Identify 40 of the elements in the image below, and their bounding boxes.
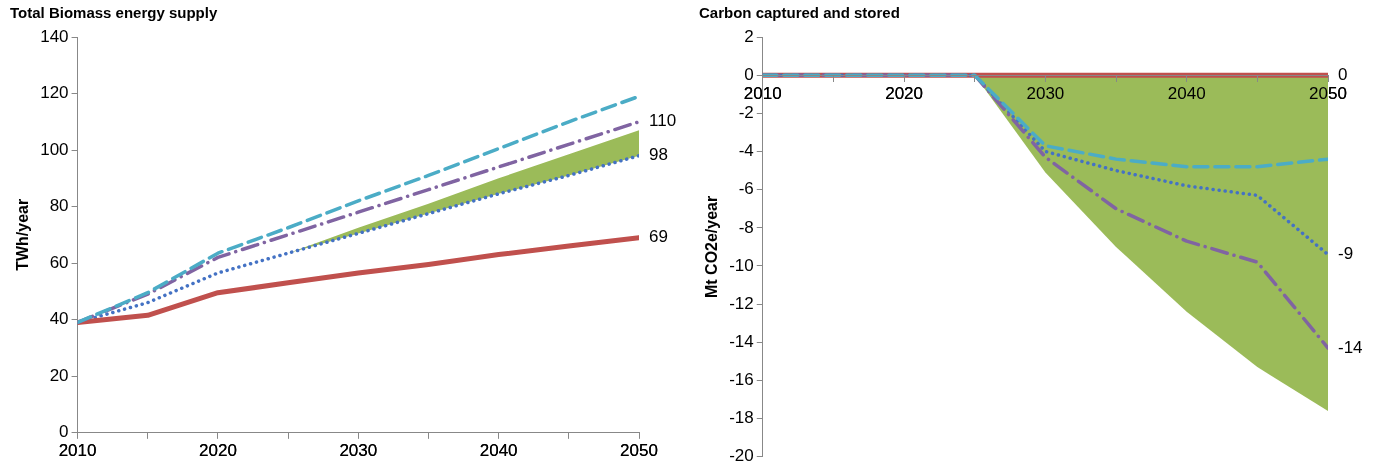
y-tick-label: 0	[744, 64, 754, 84]
y-tick-label: -18	[729, 408, 754, 428]
x-tick-label: 2020	[199, 441, 237, 461]
x-tick-label: 2030	[1026, 84, 1065, 104]
data-label: 69	[649, 227, 668, 247]
y-axis-title: TWh/year	[14, 198, 32, 271]
y-tick-label: -14	[729, 332, 754, 351]
x-tick-label: 2050	[620, 441, 658, 461]
y-tick-label: -8	[738, 217, 754, 237]
y-tick-label: -10	[729, 255, 754, 275]
y-tick-label: -6	[738, 179, 754, 199]
y-tick-label: 100	[40, 139, 69, 159]
x-tick-label: 2020	[885, 84, 923, 104]
data-label: 0	[1338, 64, 1348, 84]
x-tick-label: 2040	[479, 441, 518, 461]
data-label: 98	[649, 145, 668, 165]
y-tick-label: -16	[729, 370, 754, 390]
y-tick-label: 60	[49, 252, 69, 272]
chart-title: Carbon captured and stored	[699, 4, 900, 22]
y-tick-label: -12	[729, 293, 754, 313]
y-tick-label: -4	[738, 141, 754, 161]
data-label: 110	[649, 111, 677, 131]
y-tick-label: 80	[49, 196, 69, 216]
x-tick-label: 2050	[1309, 84, 1347, 104]
y-tick-label: 40	[49, 309, 69, 329]
chart-title: Total Biomass energy supply	[10, 4, 218, 22]
y-tick-label: 2	[744, 26, 754, 46]
data-label: -9	[1338, 244, 1354, 264]
y-tick-label: 140	[40, 26, 69, 46]
x-tick-label: 2010	[743, 84, 782, 104]
y-tick-label: -20	[729, 446, 754, 466]
y-tick-label: -2	[738, 103, 754, 123]
data-label: -14	[1338, 337, 1363, 357]
y-tick-label: 120	[40, 83, 69, 103]
y-axis-title: Mt CO2e/year	[703, 195, 721, 299]
x-tick-label: 2010	[58, 441, 97, 461]
y-tick-label: 0	[59, 422, 69, 442]
y-tick-label: 20	[49, 365, 69, 385]
x-tick-label: 2030	[339, 441, 378, 461]
x-tick-label: 2040	[1167, 84, 1206, 104]
